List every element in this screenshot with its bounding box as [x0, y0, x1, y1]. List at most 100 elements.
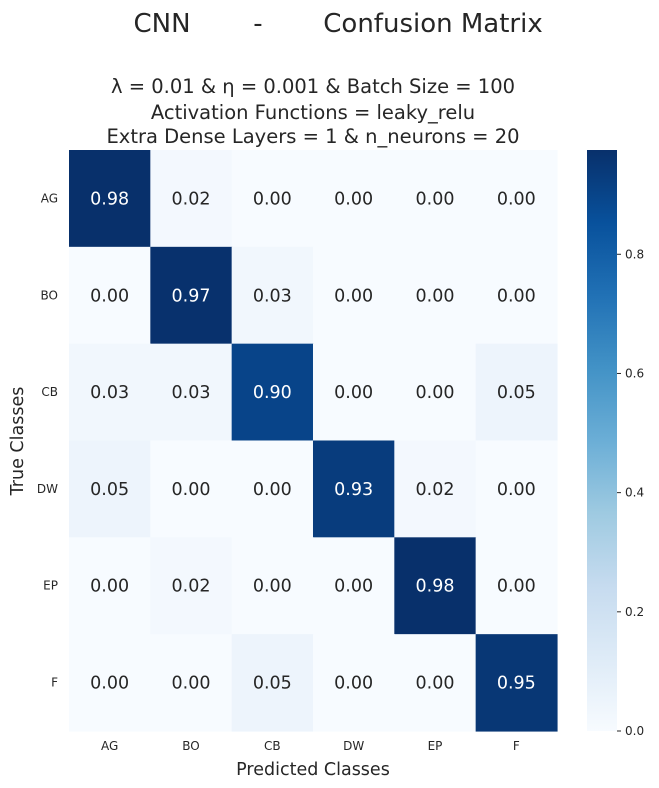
heatmap-cell: [475, 246, 558, 345]
heatmap-annotations: 0.98 0.02 0.00 0.00 0.00 0.00 0.00 0.97 0.03 0.00…: [90, 189, 536, 693]
cell-value-label: 0.00: [416, 674, 455, 694]
subtitle-line-2: Activation Functions = leaky_relu: [151, 101, 475, 124]
heatmap-cell: [69, 537, 151, 635]
cell-value-label: 0.00: [90, 674, 129, 694]
cell-value-label: 0.02: [172, 577, 211, 597]
heatmap-cell: [475, 440, 558, 538]
x-tick-label: F: [513, 739, 520, 753]
y-tick-label: BO: [41, 288, 58, 302]
cell-value-label: 0.00: [253, 577, 292, 597]
heatmap-cell: [150, 343, 233, 442]
cell-value-label: 0.03: [172, 383, 211, 403]
heatmap-cell: [231, 537, 314, 635]
heatmap-cell: [150, 150, 233, 248]
heatmap-cell: [394, 343, 477, 442]
colorbar-tick-label: 0.6: [625, 366, 644, 380]
suptitle-text: Confusion Matrix: [323, 9, 542, 39]
cell-value-label: 0.00: [497, 189, 536, 209]
cell-value-label: 0.05: [497, 383, 536, 403]
heatmap-cell: [69, 150, 151, 248]
heatmap-cell: [150, 537, 233, 635]
heatmap-cell: [69, 246, 151, 345]
y-tick-label: EP: [43, 579, 58, 593]
heatmap-cell: [231, 440, 314, 538]
x-tick-label: AG: [101, 739, 118, 753]
cell-value-label: 0.00: [334, 189, 373, 209]
cell-value-label: 0.00: [253, 480, 292, 500]
heatmap-cell: [394, 634, 477, 732]
cell-value-label: 0.00: [253, 189, 292, 209]
cell-value-label: 0.00: [172, 480, 211, 500]
cell-value-label: 0.00: [334, 674, 373, 694]
colorbar-ticks: 0.0 0.2 0.4 0.6 0.8: [617, 247, 644, 738]
heatmap-cell: [150, 246, 233, 345]
cell-value-label: 0.05: [253, 674, 292, 694]
cell-value-label: 0.00: [497, 480, 536, 500]
y-tick-labels: AG BO CB DW EP F: [37, 191, 58, 689]
cell-value-label: 0.98: [416, 577, 455, 597]
x-tick-label: CB: [264, 739, 281, 753]
heatmap-cell: [312, 246, 395, 345]
heatmap-cell: [394, 537, 477, 635]
cell-value-label: 0.00: [334, 383, 373, 403]
colorbar-tick-label: 0.8: [625, 247, 644, 261]
heatmap-cell: [475, 343, 558, 442]
cell-value-label: 0.00: [90, 577, 129, 597]
cell-value-label: 0.05: [90, 480, 129, 500]
colorbar-tick-label: 0.2: [625, 605, 644, 619]
heatmap-cell: [312, 150, 395, 248]
cell-value-label: 0.03: [90, 383, 129, 403]
cell-value-label: 0.00: [172, 674, 211, 694]
heatmap-cell: [231, 343, 314, 442]
heatmap-cell: [150, 440, 233, 538]
subtitle-line-3: Extra Dense Layers = 1 & n_neurons = 20: [106, 125, 519, 148]
heatmap-cell: [475, 537, 558, 635]
cell-value-label: 0.00: [416, 383, 455, 403]
x-axis-label: Predicted Classes: [236, 760, 390, 780]
cell-value-label: 0.00: [90, 286, 129, 306]
cell-value-label: 0.02: [172, 189, 211, 209]
heatmap-cell: [394, 246, 477, 345]
heatmap-cells: [69, 150, 558, 732]
heatmap-cell: [150, 634, 233, 732]
cell-value-label: 0.00: [497, 577, 536, 597]
cell-value-label: 0.93: [334, 480, 373, 500]
x-tick-label: EP: [428, 739, 443, 753]
cell-value-label: 0.00: [416, 189, 455, 209]
heatmap-cell: [231, 150, 314, 248]
heatmap-cell: [312, 634, 395, 732]
x-tick-labels: AG BO CB DW EP F: [101, 739, 520, 753]
colorbar-tick-label: 0.4: [625, 486, 644, 500]
cell-value-label: 0.00: [334, 577, 373, 597]
cell-value-label: 0.98: [90, 189, 129, 209]
subtitle-line-1: λ = 0.01 & η = 0.001 & Batch Size = 100: [111, 75, 515, 98]
heatmap-cell: [475, 150, 558, 248]
colorbar-tick-label: 0.0: [625, 724, 644, 738]
suptitle-model: CNN: [133, 9, 190, 39]
cell-value-label: 0.90: [253, 383, 292, 403]
cell-value-label: 0.00: [416, 286, 455, 306]
cell-value-label: 0.03: [253, 286, 292, 306]
cell-value-label: 0.00: [497, 286, 536, 306]
suptitle-separator: -: [253, 9, 262, 39]
colorbar: [587, 150, 617, 731]
cell-value-label: 0.97: [172, 286, 211, 306]
y-axis-label: True Classes: [8, 387, 28, 497]
heatmap-cell: [69, 343, 151, 442]
x-tick-label: DW: [343, 739, 364, 753]
heatmap-cell: [312, 537, 395, 635]
y-tick-label: DW: [37, 482, 58, 496]
y-tick-label: F: [51, 676, 58, 690]
heatmap-cell: [69, 440, 151, 538]
cell-value-label: 0.00: [334, 286, 373, 306]
heatmap-cell: [394, 150, 477, 248]
heatmap-cell: [231, 246, 314, 345]
cell-value-label: 0.95: [497, 674, 536, 694]
y-tick-label: AG: [41, 191, 58, 205]
cell-value-label: 0.02: [416, 480, 455, 500]
x-tick-label: BO: [182, 739, 199, 753]
heatmap-cell: [312, 440, 395, 538]
heatmap-cell: [475, 634, 558, 732]
heatmap-cell: [231, 634, 314, 732]
